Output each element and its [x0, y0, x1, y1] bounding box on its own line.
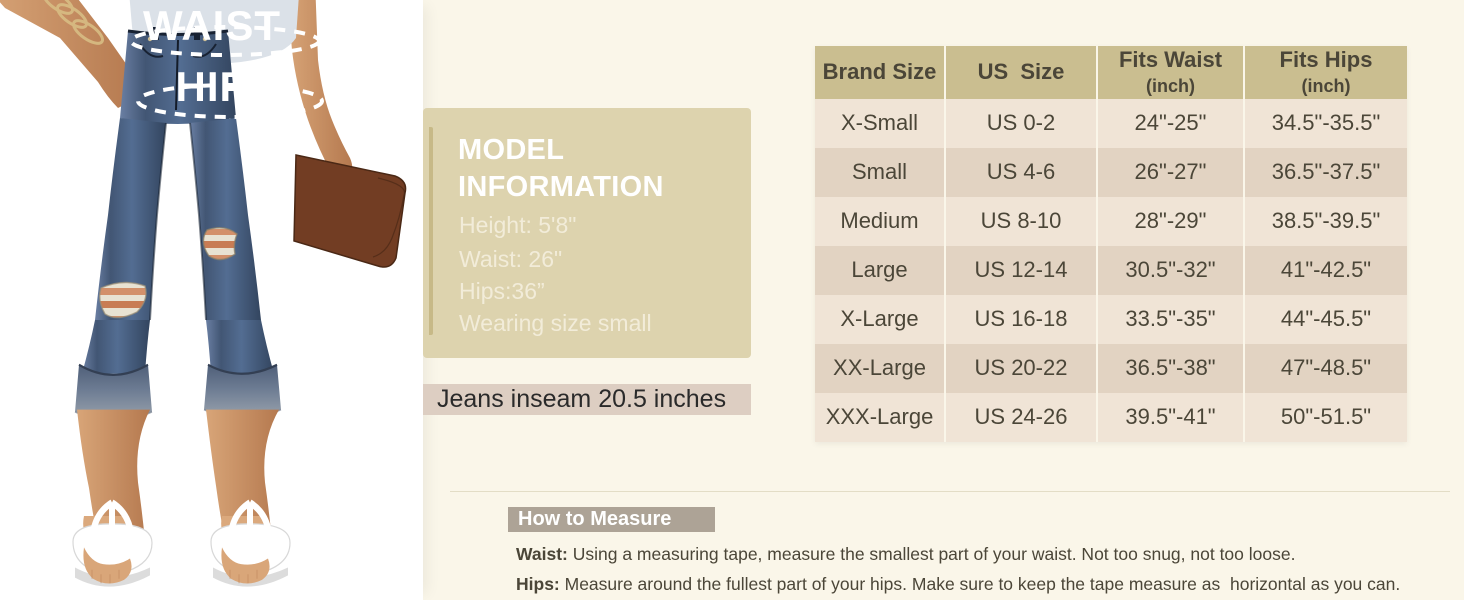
svg-text:HIP: HIP — [175, 63, 248, 110]
svg-text:WAIST: WAIST — [143, 2, 281, 49]
